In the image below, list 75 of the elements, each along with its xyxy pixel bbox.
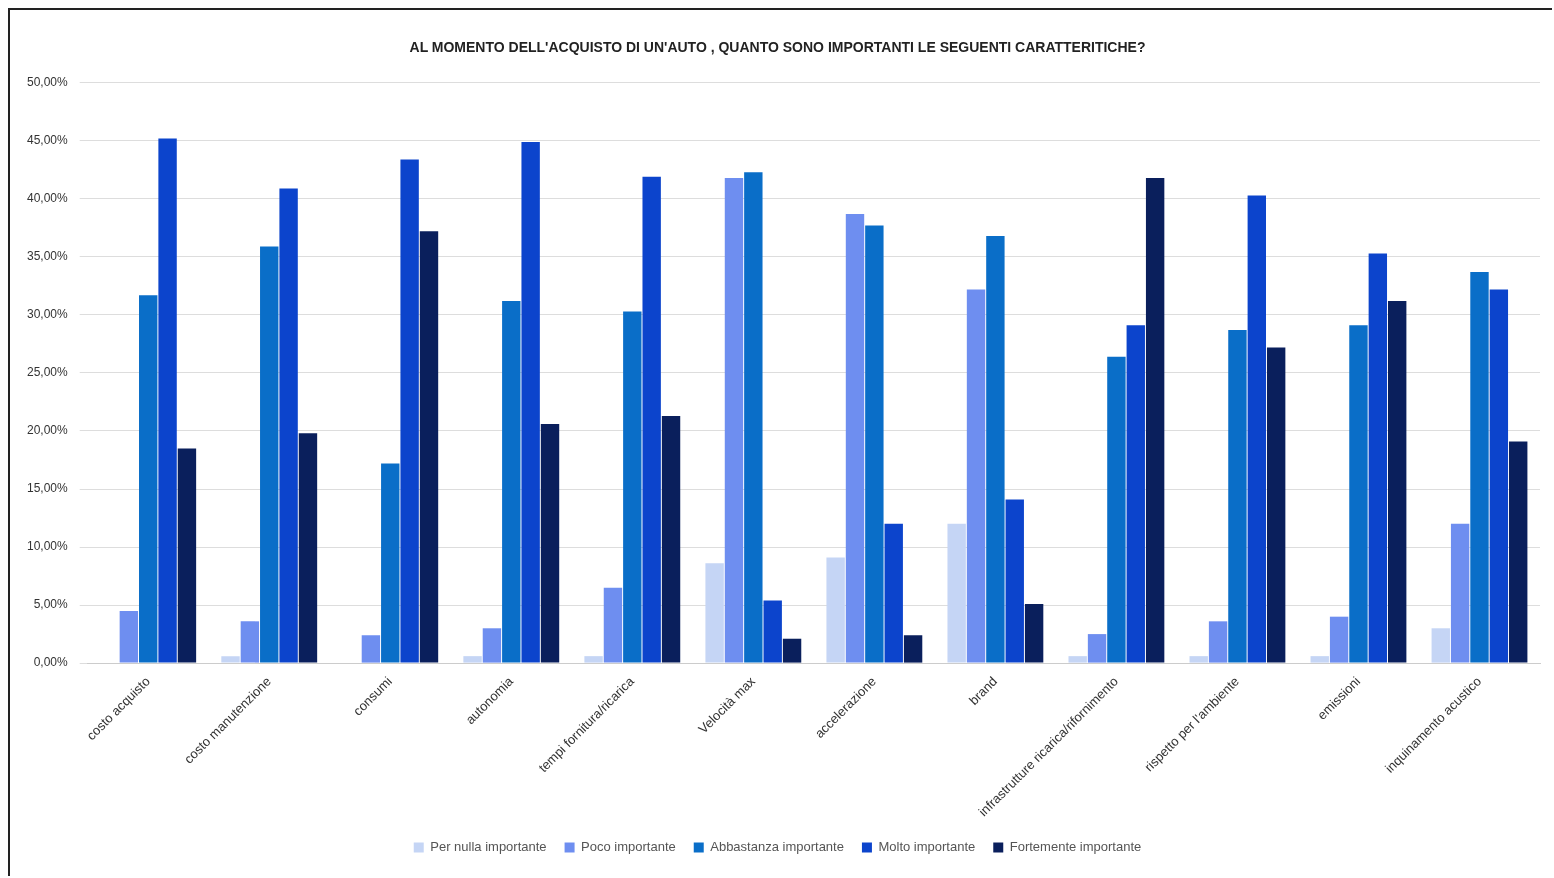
bar [240, 621, 260, 663]
bar [1145, 177, 1165, 663]
bar [1107, 356, 1126, 663]
bar [279, 188, 298, 663]
bar [1126, 325, 1145, 663]
bar [158, 138, 177, 663]
bar [884, 523, 903, 663]
bar [482, 628, 502, 663]
y-tick-label: 5,00% [33, 597, 69, 612]
bar [260, 246, 279, 663]
bar [1470, 271, 1489, 663]
bar [400, 159, 419, 663]
bar [419, 231, 439, 663]
bar [1228, 330, 1247, 663]
bar [1368, 253, 1388, 663]
bar [623, 311, 642, 663]
bar [521, 141, 540, 663]
bar [177, 448, 197, 663]
bar [744, 172, 763, 663]
chart-title: AL MOMENTO DELL'ACQUISTO DI UN'AUTO , QUANTO SONO IMPORTANTI LE SEGUENTI CARATTERITICHE? [409, 39, 1146, 56]
bar [1489, 289, 1509, 663]
bar [865, 225, 884, 663]
bar [584, 656, 603, 663]
y-tick-label: 50,00% [27, 75, 69, 90]
y-tick-label: 35,00% [27, 249, 69, 264]
bar [1431, 628, 1450, 663]
bar [1387, 300, 1407, 663]
legend-label: Fortemente importante [1009, 839, 1142, 855]
bar [903, 635, 923, 663]
bar [603, 587, 623, 663]
bar [1266, 347, 1286, 663]
bar [782, 638, 802, 663]
bar [845, 213, 865, 663]
bar [947, 523, 966, 663]
bar [661, 415, 681, 663]
bar [502, 300, 521, 663]
bar [361, 635, 381, 663]
legend-label: Per nulla importante [430, 839, 547, 855]
bar [986, 236, 1005, 663]
bar [966, 289, 986, 663]
y-tick-label: 10,00% [27, 539, 69, 554]
bar [1068, 656, 1087, 663]
bar [221, 656, 240, 663]
bar [826, 557, 845, 663]
bar [1450, 523, 1470, 663]
bar [1208, 621, 1228, 663]
bar [1329, 616, 1349, 663]
bar [1024, 603, 1044, 663]
bar [705, 563, 724, 663]
legend-label: Poco importante [581, 839, 676, 855]
y-tick-label: 0,00% [33, 655, 69, 670]
y-tick-label: 45,00% [27, 133, 69, 148]
bar [1509, 441, 1528, 663]
bar [298, 433, 318, 663]
bar [1087, 634, 1107, 663]
y-tick-label: 15,00% [27, 481, 69, 496]
bar [1247, 195, 1266, 663]
bar [1349, 325, 1368, 663]
bar [1310, 656, 1329, 663]
bar [1005, 499, 1024, 663]
bar [139, 295, 158, 663]
bar [1189, 656, 1208, 663]
y-tick-label: 40,00% [27, 191, 69, 206]
y-tick-label: 30,00% [27, 307, 69, 322]
bar [463, 656, 482, 663]
bar [642, 176, 661, 663]
bar [119, 610, 139, 663]
bar [763, 600, 782, 663]
legend-label: Molto importante [878, 839, 976, 855]
y-tick-label: 20,00% [27, 423, 69, 438]
y-tick-label: 25,00% [27, 365, 69, 380]
bar [724, 177, 744, 663]
bar [540, 424, 560, 663]
legend-label: Abbastanza importante [710, 839, 844, 855]
bar [381, 463, 400, 663]
